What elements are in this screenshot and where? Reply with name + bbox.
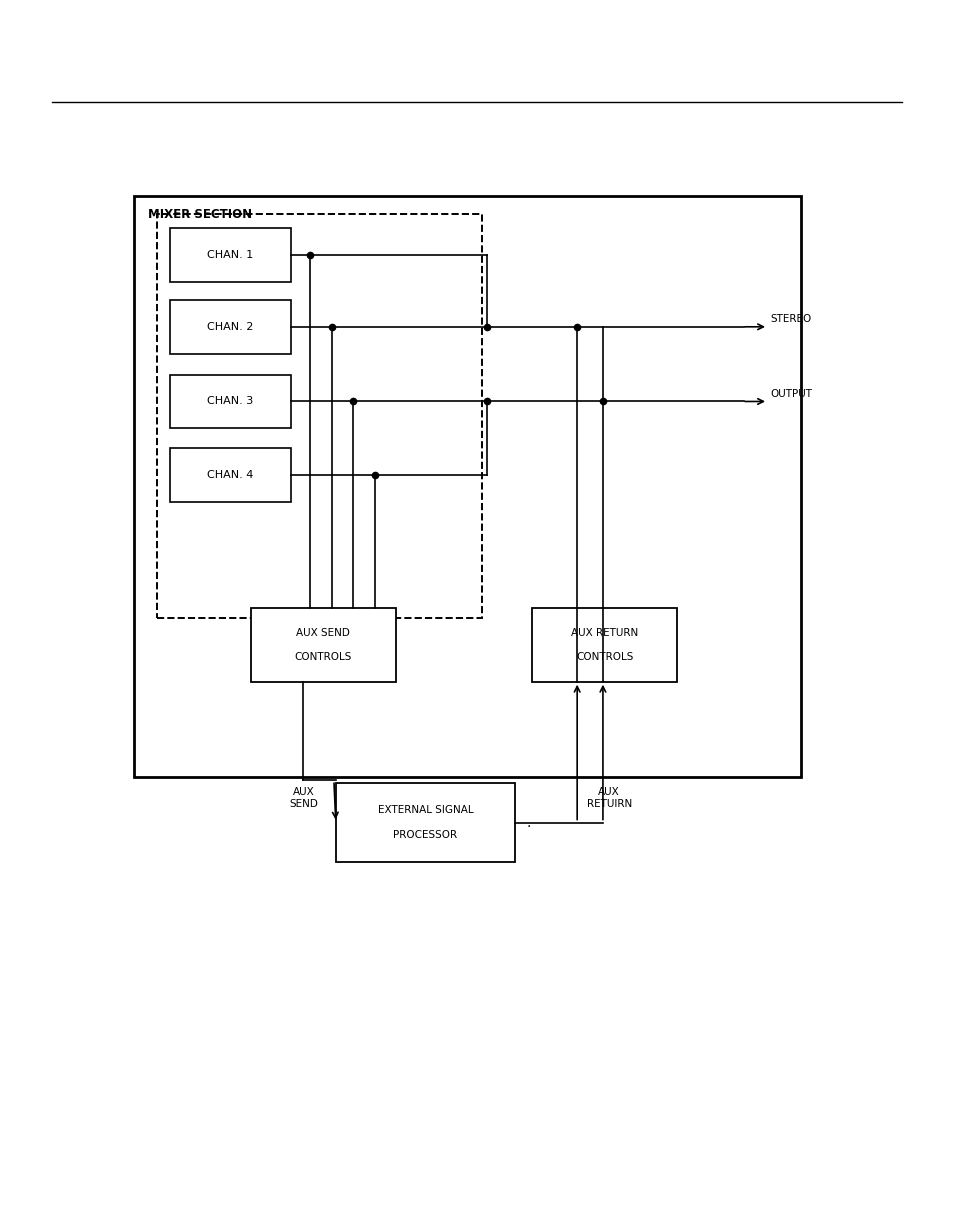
Text: AUX RETURN: AUX RETURN <box>571 628 638 638</box>
Bar <box>133 196 801 777</box>
Text: AUX SEND: AUX SEND <box>296 628 350 638</box>
Text: CHAN. 3: CHAN. 3 <box>207 397 253 406</box>
Text: CONTROLS: CONTROLS <box>576 652 633 662</box>
Text: CHAN. 2: CHAN. 2 <box>207 322 253 332</box>
Bar <box>170 300 291 354</box>
Text: PROCESSOR: PROCESSOR <box>393 830 457 840</box>
Bar <box>532 608 677 682</box>
Bar <box>170 375 291 428</box>
Bar <box>170 228 291 282</box>
Text: EXTERNAL SIGNAL: EXTERNAL SIGNAL <box>377 805 473 815</box>
Bar <box>170 448 291 502</box>
Text: CHAN. 4: CHAN. 4 <box>207 470 253 480</box>
Text: MIXER SECTION: MIXER SECTION <box>148 208 252 222</box>
Text: CHAN. 1: CHAN. 1 <box>207 250 253 259</box>
Text: .: . <box>526 815 531 830</box>
Text: AUX
SEND: AUX SEND <box>289 787 317 809</box>
Text: CONTROLS: CONTROLS <box>294 652 352 662</box>
Text: AUX
RETUIRN: AUX RETUIRN <box>586 787 631 809</box>
Text: OUTPUT: OUTPUT <box>770 389 812 399</box>
Text: STEREO: STEREO <box>770 315 811 324</box>
Bar <box>251 608 395 682</box>
Bar <box>335 783 515 862</box>
Bar <box>157 214 481 618</box>
